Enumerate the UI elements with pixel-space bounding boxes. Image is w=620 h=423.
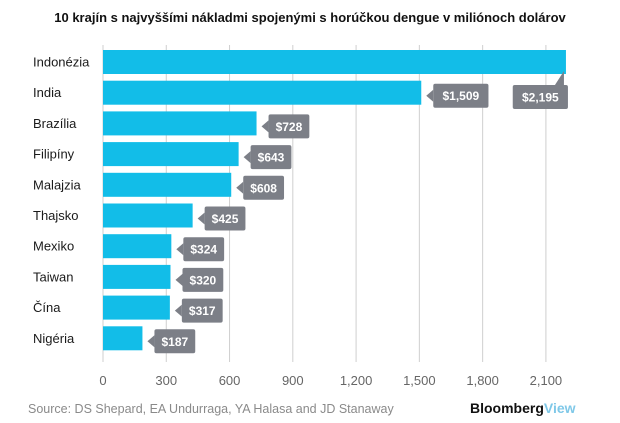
value-label: $320 <box>190 273 217 287</box>
category-label: Mexiko <box>33 239 74 254</box>
category-label: India <box>33 85 62 100</box>
bar <box>103 172 232 197</box>
x-axis-ticks: 0 300 600 900 1,200 1,500 1,800 2,100 <box>99 373 562 388</box>
bar <box>103 234 172 259</box>
x-tick-label: 1,500 <box>403 373 436 388</box>
value-label-pointer <box>236 181 244 194</box>
x-tick-label: 2,100 <box>530 373 563 388</box>
value-label-box <box>182 267 224 292</box>
category-label: Taiwan <box>33 269 73 284</box>
bar <box>103 295 170 320</box>
value-label-box <box>183 237 225 262</box>
x-tick-label: 1,800 <box>466 373 499 388</box>
value-label: $317 <box>189 304 216 318</box>
value-label: $425 <box>212 212 239 226</box>
bars <box>103 50 566 351</box>
value-label-box <box>243 175 285 200</box>
x-tick-label: 0 <box>99 373 106 388</box>
value-label: $608 <box>250 181 277 195</box>
category-label: Filipíny <box>33 147 75 162</box>
value-label-pointer <box>261 120 269 133</box>
value-label-pointer <box>147 335 155 348</box>
chart-title: 10 krajín s najvyššími nákladmi spojeným… <box>54 10 566 25</box>
value-label-box <box>204 206 246 231</box>
value-label: $187 <box>161 335 188 349</box>
value-label: $1,509 <box>443 89 480 103</box>
value-label-pointer <box>426 89 434 102</box>
value-label-box <box>250 145 292 170</box>
category-label: Indonézia <box>33 55 90 70</box>
value-label-box <box>181 298 223 323</box>
x-tick-label: 600 <box>219 373 241 388</box>
value-label: $2,195 <box>522 91 559 105</box>
brand-accent: View <box>544 400 576 416</box>
category-label: Brazília <box>33 116 77 131</box>
value-label-pointer <box>176 243 184 256</box>
value-label: $643 <box>258 151 285 165</box>
category-label: Malajzia <box>33 177 81 192</box>
category-label: Thajsko <box>33 208 79 223</box>
bar <box>103 264 171 289</box>
value-label: $728 <box>276 120 303 134</box>
value-label-pointer <box>243 151 251 164</box>
value-label: $324 <box>190 243 217 257</box>
x-tick-label: 900 <box>282 373 304 388</box>
bar <box>103 203 193 228</box>
bar <box>103 80 422 105</box>
bar <box>103 326 143 351</box>
bar <box>103 111 257 136</box>
value-label-box <box>433 83 489 108</box>
value-label-box <box>154 329 196 354</box>
category-labels: Indonézia India Brazília Filipíny Malajzia Th… <box>33 55 90 346</box>
bar <box>103 142 239 167</box>
value-label-pointer <box>197 212 205 225</box>
value-label-pointer <box>175 273 183 286</box>
value-label-box <box>512 85 568 109</box>
value-label-pointer <box>174 304 182 317</box>
source-note: Source: DS Shepard, EA Undurraga, YA Hal… <box>28 402 394 416</box>
value-label-box <box>268 114 310 139</box>
x-tick-label: 300 <box>155 373 177 388</box>
brand-main: Bloomberg <box>470 400 544 416</box>
category-label: Nigéria <box>33 331 75 346</box>
category-label: Čína <box>33 300 61 315</box>
bar <box>103 50 566 74</box>
brand-logo: BloombergView <box>470 400 576 416</box>
x-tick-label: 1,200 <box>340 373 373 388</box>
value-labels: $2,195 $1,509 $728 $643 $608 $425 $324 $320 $317… <box>147 71 568 354</box>
value-label-pointer <box>554 71 564 85</box>
